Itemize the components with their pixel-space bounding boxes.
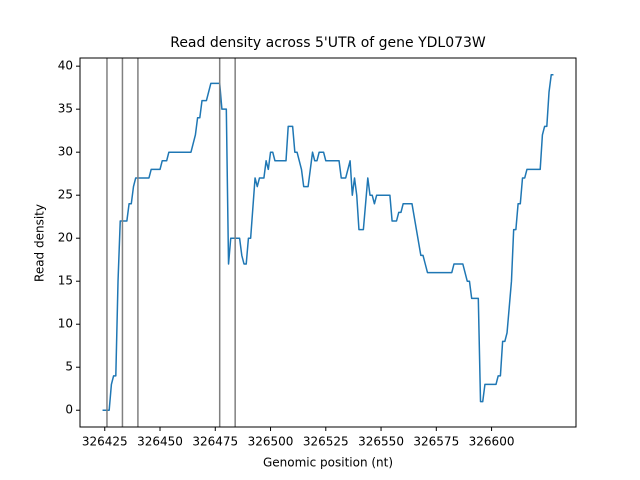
x-tick-label: 326500 [248,435,294,449]
data-line [102,74,554,411]
x-tick-label: 326450 [137,435,183,449]
plot-area: 326425 326450 326475 326500 326525 326550 3265… [58,58,554,449]
y-axis-label: Read density [33,204,47,282]
chart-title: Read density across 5'UTR of gene YDL073… [170,35,486,51]
y-tick-label: 0 [65,403,73,417]
x-tick-label: 326550 [358,435,404,449]
x-tick-label: 326575 [413,435,459,449]
y-tick-label: 10 [58,317,73,331]
y-tick-label: 5 [65,360,73,374]
y-tick-label: 35 [58,102,73,116]
y-tick-label: 15 [58,274,73,288]
axes-frame [79,57,577,428]
x-tick-label: 326600 [469,435,515,449]
y-tick-label: 20 [58,231,73,245]
x-tick-label: 326475 [192,435,238,449]
y-tick-label: 30 [58,145,73,159]
y-tick-label: 40 [58,59,73,73]
x-tick-label: 326525 [303,435,349,449]
x-axis-label: Genomic position (nt) [263,456,393,470]
x-tick-label: 326425 [82,435,128,449]
y-tick-label: 25 [58,188,73,202]
